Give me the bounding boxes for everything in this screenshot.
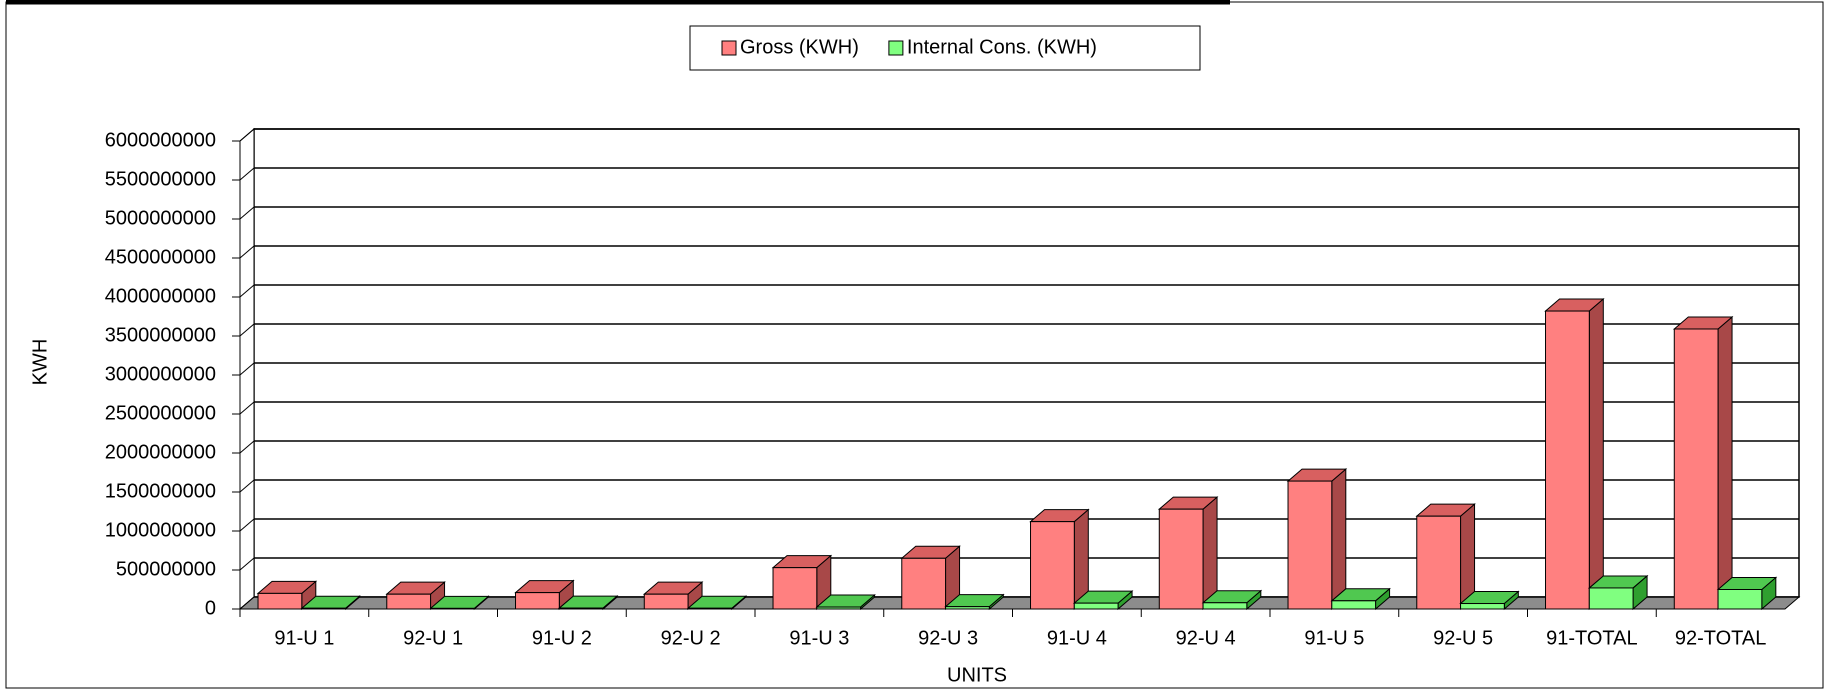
bar-3d: [1029, 508, 1090, 611]
legend-label: Internal Cons. (KWH): [907, 36, 1097, 58]
bar: [945, 606, 990, 610]
y-axis-label: KWH: [29, 339, 51, 386]
bar-3d: [1072, 590, 1134, 611]
x-tick-label: 91-U 1: [274, 627, 334, 649]
y-tick-label: 6000000000: [105, 129, 216, 151]
bar: [772, 567, 818, 610]
bar-side: [1717, 315, 1733, 611]
bar-3d: [429, 595, 490, 611]
x-tick-label: 92-U 5: [1433, 627, 1493, 649]
bar: [816, 606, 862, 610]
y-tick-label: 5000000000: [105, 207, 216, 229]
legend-swatch: [721, 40, 737, 56]
y-tick-label: 4000000000: [105, 285, 216, 307]
bar: [1287, 480, 1333, 610]
y-tick-label: 3000000000: [105, 363, 216, 385]
x-tick-label: 91-U 5: [1304, 627, 1364, 649]
bar: [643, 593, 689, 610]
bar-3d: [1415, 503, 1476, 611]
bar: [430, 607, 475, 610]
x-tick-label: 92-U 3: [918, 627, 978, 649]
y-tick-label: 0: [205, 597, 216, 619]
bar: [1717, 589, 1763, 610]
bar-3d: [642, 581, 704, 611]
grid-line-side: [239, 245, 255, 259]
bar-3d: [557, 594, 619, 611]
x-tick-label: 91-TOTAL: [1546, 627, 1638, 649]
legend-swatch: [888, 40, 904, 56]
bar-3d: [1157, 496, 1219, 611]
bar-3d: [686, 595, 748, 611]
bar-3d: [815, 593, 876, 611]
bar-3d: [514, 579, 575, 611]
x-axis-label: UNITS: [947, 664, 1007, 686]
grid-line-side: [239, 167, 255, 181]
bar: [901, 557, 947, 610]
bar: [301, 607, 347, 610]
legend-box: [689, 25, 1201, 71]
bar: [1416, 515, 1462, 610]
x-tick-label: 92-U 2: [661, 627, 721, 649]
bar: [1673, 328, 1719, 610]
bar: [386, 593, 432, 610]
y-tick-label: 3500000000: [105, 324, 216, 346]
bar-3d: [256, 580, 318, 611]
bar: [515, 592, 560, 610]
bar-side: [1588, 297, 1604, 611]
bar: [687, 607, 733, 610]
bar: [1202, 602, 1248, 610]
bar-3d: [944, 593, 1005, 611]
bar-3d: [1330, 587, 1391, 611]
bar: [558, 607, 604, 610]
grid-line-side: [239, 557, 255, 571]
grid-line-side: [239, 362, 255, 376]
y-tick-label: 5500000000: [105, 168, 216, 190]
bar-3d: [1716, 576, 1778, 611]
bar: [1588, 587, 1634, 610]
grid-line-side: [239, 284, 255, 298]
x-tick-label: 92-U 1: [403, 627, 463, 649]
bar-3d: [771, 554, 833, 611]
grid-line-side: [239, 518, 255, 532]
bar-3d: [1201, 589, 1263, 611]
bar-3d: [1587, 574, 1649, 611]
grid-line-side: [239, 401, 255, 415]
grid-line-side: [239, 323, 255, 337]
y-tick-label: 2000000000: [105, 441, 216, 463]
y-tick-label: 4500000000: [105, 246, 216, 268]
bar: [257, 592, 303, 610]
y-tick-label: 1500000000: [105, 480, 216, 502]
bar-3d: [300, 595, 361, 611]
bar-side: [1331, 467, 1347, 611]
grid-line-side: [239, 440, 255, 454]
x-tick-label: 92-TOTAL: [1675, 627, 1767, 649]
bar-3d: [1544, 297, 1605, 611]
bar: [1331, 600, 1377, 610]
bar-3d: [1672, 315, 1734, 611]
x-tick-label: 91-U 2: [532, 627, 592, 649]
bar-3d: [1459, 590, 1520, 611]
bar-3d: [1286, 467, 1348, 611]
bar: [1158, 508, 1204, 610]
x-tick-label: 91-U 4: [1047, 627, 1107, 649]
y-tick-label: 2500000000: [105, 402, 216, 424]
y-tick-label: 500000000: [116, 558, 216, 580]
x-tick-label: 91-U 3: [789, 627, 849, 649]
y-tick-label: 1000000000: [105, 519, 216, 541]
grid-line-side: [239, 596, 255, 610]
bar: [1073, 602, 1119, 610]
legend-label: Gross (KWH): [740, 36, 859, 58]
grid-line-side: [239, 206, 255, 220]
bar-3d: [385, 581, 446, 611]
bar-3d: [900, 545, 961, 611]
bar: [1030, 521, 1075, 610]
x-tick-label: 92-U 4: [1176, 627, 1236, 649]
bar: [1545, 310, 1590, 610]
grid-line-side: [239, 128, 255, 142]
grid-line-side: [239, 479, 255, 493]
bar: [1460, 603, 1505, 610]
